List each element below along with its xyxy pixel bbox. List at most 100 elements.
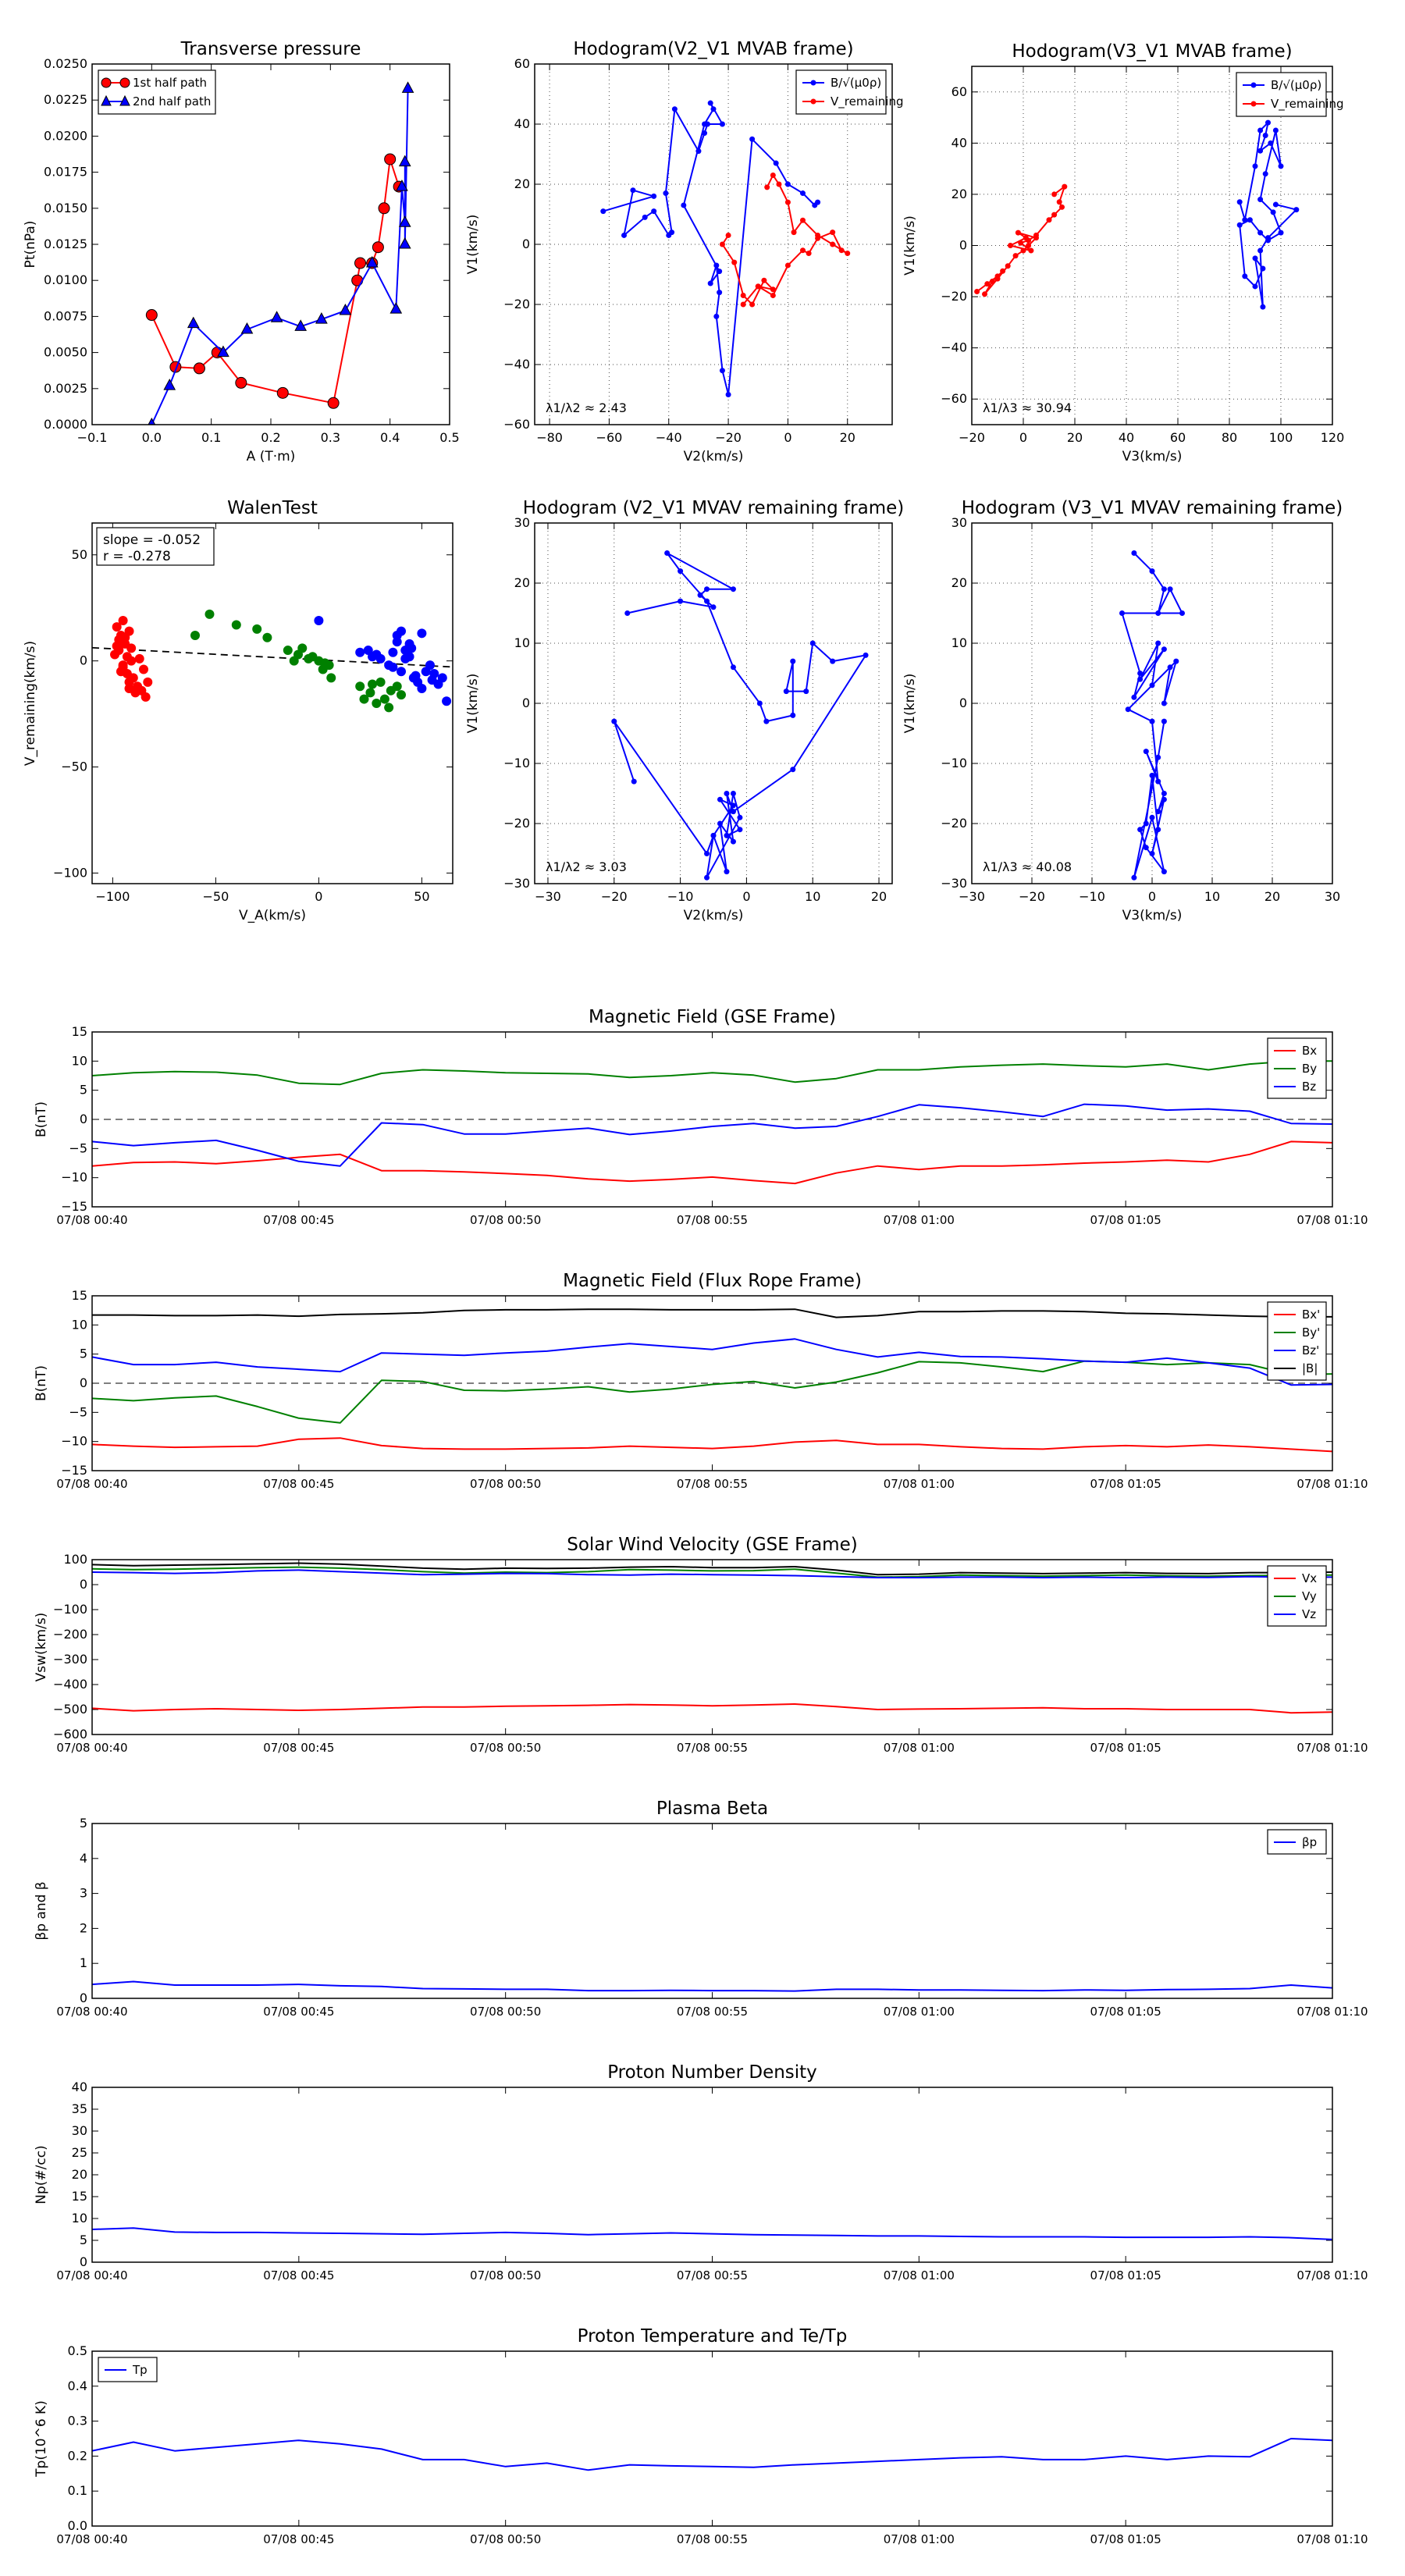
data-point [1262,133,1268,139]
y-tick-label: 20 [514,575,530,590]
y-axis-label: B(nT) [34,1101,49,1137]
y-tick-label: 0.5 [68,2343,87,2358]
data-point [740,301,746,308]
plot-area [92,609,453,713]
data-point [719,121,725,127]
annotation-text: r = -0.278 [103,549,171,564]
data-point [308,652,318,662]
data-point [1155,754,1161,760]
y-tick-label: 0.0 [68,2518,87,2533]
y-tick-label: 60 [951,84,967,99]
x-tick-label: 50 [414,889,429,904]
y-tick-label: −600 [53,1727,87,1742]
data-point [235,376,247,389]
data-point [1137,671,1144,676]
data-point [1131,550,1137,556]
data-point [1270,209,1276,215]
data-point [1026,237,1032,244]
data-point [717,269,723,275]
data-point [1155,778,1161,785]
panel-h4: −30 −20 −10 0 10 20 30−30−20−100102030Hodogram… [902,498,1343,923]
y-tick-label: 30 [951,515,967,530]
data-point [749,301,756,308]
data-point [140,692,151,702]
y-tick-label: −10 [61,1434,87,1449]
data-point [863,652,869,658]
data-point [1008,243,1013,248]
data-point [1247,217,1253,223]
y-tick-label: 0 [522,237,530,251]
y-tick-label: −500 [53,1702,87,1717]
x-tick-label: 07/08 00:45 [263,2268,334,2282]
data-point [624,610,631,616]
legend-box [98,69,216,115]
x-tick-label: 60 [1170,430,1186,445]
data-point [710,832,717,838]
y-tick-label: 0.0050 [44,345,87,360]
y-axis-label: V_remaining(km/s) [23,641,38,766]
x-tick-label: 07/08 01:05 [1090,2005,1161,2019]
y-tick-label: 40 [951,135,967,150]
series-p-line [92,1980,1332,1992]
panel-bfr: 07/08 00:40 07/08 00:45 07/08 00:50 07/08 0… [34,1271,1368,1491]
data-point [297,643,308,653]
data-point [1265,235,1271,241]
data-point [270,311,283,322]
y-axis-label: V1(km/s) [465,674,481,734]
x-tick-label: 07/08 00:55 [677,2532,748,2546]
y-tick-label: 0.0150 [44,201,87,215]
data-point [784,181,791,187]
data-point [1149,568,1155,575]
data-point [713,262,720,269]
plot-area [92,2227,1332,2240]
y-tick-label: 50 [72,547,87,562]
data-point [193,362,205,375]
data-point [791,229,797,236]
y-tick-label: 0.0175 [44,165,87,180]
data-point [1242,217,1248,223]
x-tick-label: 0 [1148,889,1156,904]
data-point [724,832,730,838]
data-point [790,658,796,664]
plot-area [92,2438,1332,2471]
y-tick-label: 3 [80,1886,87,1901]
fit-line [92,646,453,668]
data-point [1062,183,1068,190]
legend-label: Bx [1302,1044,1317,1058]
x-tick-label: −100 [95,889,130,904]
data-point [389,302,403,314]
data-point [730,791,736,796]
data-point [365,255,379,268]
data-point [1137,827,1144,833]
x-tick-label: 07/08 01:00 [884,2532,955,2546]
data-point [800,217,806,223]
y-tick-label: 10 [72,1317,87,1332]
legend-label: B/√(μ0ρ) [1271,78,1321,92]
data-point [1161,586,1167,592]
x-tick-label: 0.0 [142,430,162,445]
data-point [1173,658,1179,664]
data-point [355,681,365,692]
data-point [994,276,1001,282]
x-tick-label: −80 [536,430,563,445]
data-point [1252,255,1258,262]
series-vx-line [92,1703,1332,1714]
y-tick-label: 15 [72,1288,87,1303]
data-point [681,202,687,208]
series-by-line [92,1060,1332,1086]
y-tick-label: 5 [80,2233,87,2247]
legend-label: |B| [1302,1361,1318,1375]
x-tick-label: −10 [667,889,694,904]
data-point [600,208,606,215]
data-point [1257,127,1264,133]
axes-frame [91,1559,1333,1735]
y-axis-label: V1(km/s) [902,215,918,276]
data-point [417,683,427,693]
data-point [1005,263,1011,269]
data-point [397,690,406,700]
data-point [740,292,746,298]
annotation-text: λ1/λ2 ≈ 3.03 [546,859,627,874]
data-point [704,874,710,881]
data-point [621,232,627,238]
y-tick-label: 5 [80,1816,87,1831]
